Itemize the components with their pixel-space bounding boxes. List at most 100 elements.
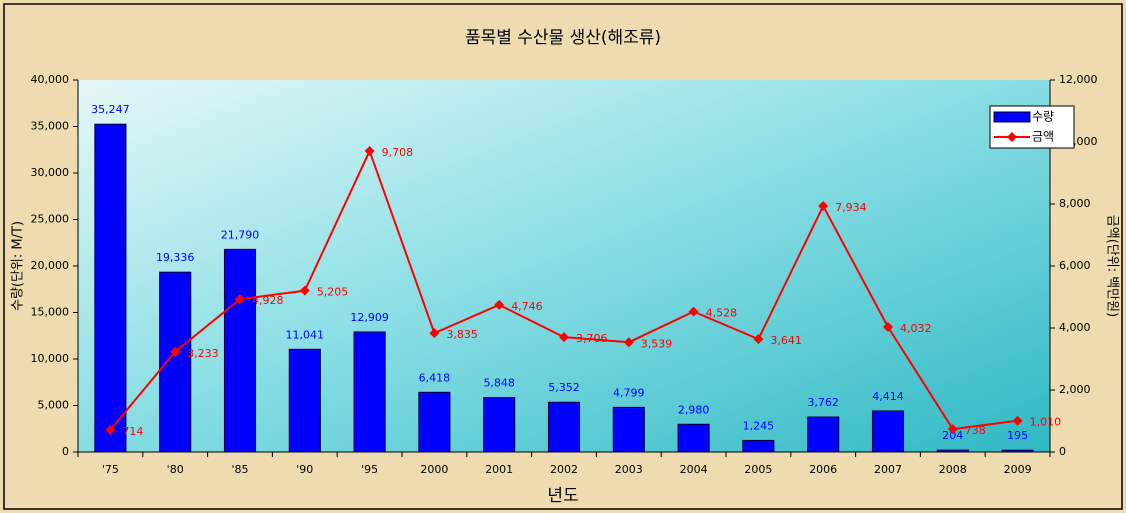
line-marker: [235, 294, 245, 305]
line-marker: [105, 424, 116, 435]
x-tick-label: '75: [102, 463, 119, 476]
x-tick-label: 2007: [874, 463, 902, 476]
line-label: 3,706: [576, 332, 608, 345]
bar-label: 3,762: [807, 396, 839, 409]
x-tick-label: 2008: [939, 463, 967, 476]
y2-tick-label: 4,000: [1059, 321, 1091, 334]
bar: [418, 391, 451, 453]
x-tick-label: 2004: [680, 463, 708, 476]
y2-axis-title: 금액(단위: 백만원): [1105, 215, 1120, 317]
x-tick-label: '90: [296, 463, 313, 476]
bar: [871, 410, 905, 453]
y-tick-label: 30,000: [31, 166, 70, 179]
y-axis-title: 수량(단위: M/T): [11, 221, 26, 311]
bar-label: 12,909: [350, 311, 389, 324]
line-marker: [559, 332, 569, 343]
bar-label: 21,790: [221, 228, 260, 241]
y-tick-label: 10,000: [31, 352, 70, 365]
bar-label: 204: [942, 429, 963, 442]
bar-label: 11,041: [286, 328, 325, 341]
y-tick-label: 5,000: [38, 399, 70, 412]
line-label: 3,539: [641, 337, 673, 350]
bar: [353, 331, 386, 453]
y2-tick-label: 2,000: [1059, 383, 1091, 396]
line-label: 3,835: [446, 328, 478, 341]
line-marker: [753, 334, 764, 345]
bar-label: 1,245: [743, 419, 775, 432]
y-tick-label: 0: [62, 445, 69, 458]
line-label: 9,708: [382, 146, 414, 159]
bar: [677, 423, 710, 453]
line-marker: [364, 146, 375, 157]
line-label: 714: [122, 425, 143, 438]
legend-swatch: [993, 111, 1031, 123]
x-axis-title: 년도: [547, 486, 578, 506]
line-marker: [883, 322, 893, 333]
chart-title: 품목별 수산물 생산(해조류): [465, 28, 661, 48]
bar: [94, 123, 127, 453]
y2-tick-label: 0: [1059, 445, 1066, 458]
line-label: 3,233: [187, 347, 219, 360]
bar-label: 35,247: [91, 103, 130, 116]
x-tick-label: '95: [361, 463, 378, 476]
x-tick-label: 2005: [744, 463, 772, 476]
line-marker: [947, 424, 958, 435]
plot-area: [78, 80, 1050, 452]
line-marker: [429, 328, 440, 339]
bar: [612, 406, 645, 453]
x-tick-label: 2002: [550, 463, 578, 476]
line-label: 4,928: [252, 294, 284, 307]
bar-label: 5,352: [548, 381, 580, 394]
line-marker: [494, 299, 505, 310]
bar: [288, 348, 321, 453]
x-tick-label: '80: [167, 463, 184, 476]
bar-label: 195: [1007, 429, 1028, 442]
line-marker: [299, 285, 310, 296]
legend-label: 수량: [1032, 110, 1054, 124]
line-marker: [688, 306, 699, 317]
y2-tick-label: 6,000: [1059, 259, 1091, 272]
bar: [1001, 449, 1034, 453]
line-label: 4,032: [900, 322, 932, 335]
x-tick-label: 2009: [1004, 463, 1032, 476]
x-tick-label: 2003: [615, 463, 643, 476]
line-label: 4,528: [706, 307, 738, 320]
y2-tick-label: 8,000: [1059, 197, 1091, 210]
y2-tick-label: 12,000: [1059, 73, 1098, 86]
y-tick-label: 15,000: [31, 306, 70, 319]
legend-marker: [1007, 132, 1017, 142]
line-label: 738: [965, 424, 986, 437]
line-label: 4,746: [511, 300, 543, 313]
bar: [159, 271, 192, 453]
bar-label: 19,336: [156, 251, 195, 264]
line-label: 1,010: [1030, 416, 1062, 429]
line-label: 3,641: [770, 334, 802, 347]
bar-label: 6,418: [419, 371, 451, 384]
frame: [3, 3, 1123, 510]
bar-label: 2,980: [678, 403, 710, 416]
y-tick-label: 40,000: [31, 73, 70, 86]
bar: [547, 401, 581, 453]
bar-label: 4,799: [613, 386, 645, 399]
line-marker: [623, 337, 634, 348]
bar: [807, 416, 840, 453]
line-label: 5,205: [317, 286, 349, 299]
bar: [936, 449, 969, 453]
x-tick-label: 2000: [420, 463, 448, 476]
bar: [223, 248, 257, 453]
bar: [483, 397, 516, 453]
y-tick-label: 35,000: [31, 120, 70, 133]
bar-label: 4,414: [872, 390, 904, 403]
x-tick-label: 2001: [485, 463, 513, 476]
line-label: 7,934: [835, 201, 867, 214]
line-marker: [170, 346, 181, 357]
line-marker: [1012, 415, 1023, 426]
x-tick-label: 2006: [809, 463, 837, 476]
y-tick-label: 25,000: [31, 213, 70, 226]
line-marker: [818, 201, 829, 212]
bar: [742, 439, 775, 453]
y-tick-label: 20,000: [31, 259, 70, 272]
bar-label: 5,848: [483, 377, 515, 390]
x-tick-label: '85: [231, 463, 248, 476]
